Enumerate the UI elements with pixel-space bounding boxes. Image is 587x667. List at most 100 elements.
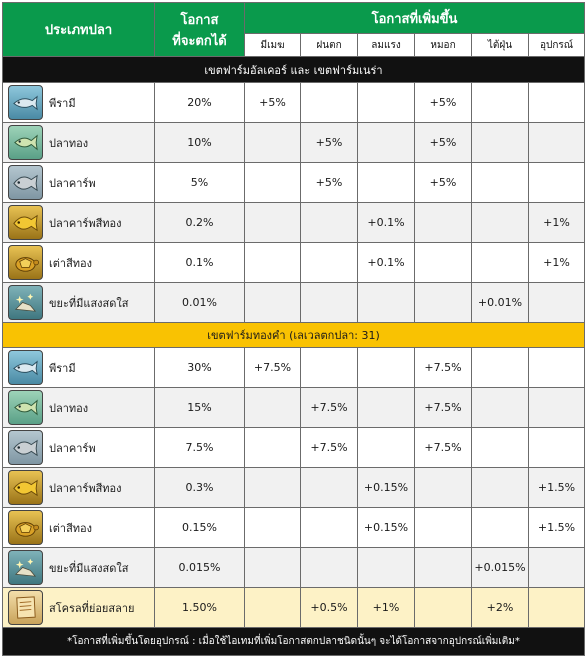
fish-name-cell: พีรามี xyxy=(2,347,155,388)
fish-name-cell: ปลาทอง xyxy=(2,387,155,428)
base-chance-cell: 0.2% xyxy=(154,202,245,243)
increase-cell-equipment xyxy=(527,427,586,468)
base-chance-cell: 10% xyxy=(154,122,245,163)
header-row: ประเภทปลา โอกาส ที่จะตกได้ โอกาสที่เพิ่ม… xyxy=(2,2,586,57)
chance-header: โอกาส ที่จะตกได้ xyxy=(154,2,245,57)
increase-cell-fog xyxy=(414,587,472,628)
increase-cell-rain xyxy=(300,202,358,243)
increase-cell-wind xyxy=(357,347,415,388)
increase-cell-rain xyxy=(300,347,358,388)
increase-cell-cloudy: +7.5% xyxy=(244,347,301,388)
sparkling-junk-icon xyxy=(8,285,43,320)
decayed-scroll-icon xyxy=(8,590,43,625)
fish-row: ปลาคาร์พสีทอง 0.2% +0.1% +1% xyxy=(2,202,586,243)
fish-row: เต่าสีทอง 0.1% +0.1% +1% xyxy=(2,242,586,283)
increase-cell-fog xyxy=(414,507,472,548)
base-chance-cell: 1.50% xyxy=(154,587,245,628)
weather-header-rain: ฝนตก xyxy=(300,33,358,57)
goldfish-icon xyxy=(8,125,43,160)
increase-cell-fog xyxy=(414,202,472,243)
golden-carp-icon xyxy=(8,205,43,240)
increase-cell-wind xyxy=(357,547,415,588)
base-chance-cell: 0.1% xyxy=(154,242,245,283)
section-title: เขตฟาร์มอัลเคอร์ และ เขตฟาร์มเนร่า xyxy=(1,56,586,83)
increase-cell-typhoon: +2% xyxy=(471,587,529,628)
base-chance-cell: 0.015% xyxy=(154,547,245,588)
fish-name: ขยะที่มีแสงสดใส xyxy=(49,561,129,575)
fish-name: เต่าสีทอง xyxy=(49,256,93,270)
increase-cell-cloudy: +5% xyxy=(244,82,301,123)
increase-cell-equipment xyxy=(527,122,586,163)
increase-cell-cloudy xyxy=(244,202,301,243)
golden-turtle-icon xyxy=(8,510,43,545)
fish-name: ปลาคาร์พ xyxy=(49,441,96,455)
fish-name-cell: ปลาทอง xyxy=(2,122,155,163)
increase-cell-typhoon xyxy=(471,467,529,508)
weather-header-fog: หมอก xyxy=(414,33,472,57)
increase-cell-cloudy xyxy=(244,282,301,323)
increase-cell-equipment xyxy=(527,82,586,123)
fish-row: ปลาทอง 15% +7.5% +7.5% xyxy=(2,387,586,428)
fish-row: ปลาทอง 10% +5% +5% xyxy=(2,122,586,163)
golden-carp-icon xyxy=(8,470,43,505)
increase-cell-typhoon: +0.01% xyxy=(471,282,529,323)
fish-name-cell: สโครลที่ย่อยสลาย xyxy=(2,587,155,628)
increase-cell-equipment: +1% xyxy=(527,242,586,283)
increase-cell-fog: +7.5% xyxy=(414,347,472,388)
increase-cell-cloudy xyxy=(244,467,301,508)
section-header-row: เขตฟาร์มอัลเคอร์ และ เขตฟาร์มเนร่า xyxy=(1,56,586,83)
increase-cell-rain xyxy=(300,547,358,588)
increase-cell-fog xyxy=(414,547,472,588)
increase-cell-fog: +7.5% xyxy=(414,427,472,468)
chance-header-line2: ที่จะตกได้ xyxy=(172,33,227,49)
footer-row: *โอกาสที่เพิ่มขึ้นโดยอุปกรณ์ : เมื่อใช้ไ… xyxy=(1,627,586,656)
sardine-icon xyxy=(8,85,43,120)
increase-cell-equipment xyxy=(527,282,586,323)
increase-cell-typhoon xyxy=(471,347,529,388)
increase-cell-fog: +5% xyxy=(414,82,472,123)
fish-name: ปลาทอง xyxy=(49,136,89,150)
increase-cell-fog: +5% xyxy=(414,122,472,163)
carp-icon xyxy=(8,430,43,465)
increase-cell-cloudy xyxy=(244,122,301,163)
fish-row: เต่าสีทอง 0.15% +0.15% +1.5% xyxy=(2,507,586,548)
fish-name: เต่าสีทอง xyxy=(49,521,93,535)
increase-cell-cloudy xyxy=(244,427,301,468)
fish-name: ปลาคาร์พสีทอง xyxy=(49,216,122,230)
golden-turtle-icon xyxy=(8,245,43,280)
fish-row: ปลาคาร์พสีทอง 0.3% +0.15% +1.5% xyxy=(2,467,586,508)
increase-cell-rain: +0.5% xyxy=(300,587,358,628)
fish-name: สโครลที่ย่อยสลาย xyxy=(49,601,135,615)
section-header-row: เขตฟาร์มทองคำ (เลเวลตกปลา: 31) xyxy=(1,322,586,348)
increase-cell-typhoon xyxy=(471,122,529,163)
fish-name: ปลาคาร์พ xyxy=(49,176,96,190)
increase-cell-cloudy xyxy=(244,242,301,283)
base-chance-cell: 0.15% xyxy=(154,507,245,548)
fish-type-header: ประเภทปลา xyxy=(2,2,155,57)
fish-row: ปลาคาร์พ 7.5% +7.5% +7.5% xyxy=(2,427,586,468)
fish-name-cell: ปลาคาร์พ xyxy=(2,427,155,468)
increase-cell-typhoon xyxy=(471,82,529,123)
fish-name-cell: ขยะที่มีแสงสดใส xyxy=(2,282,155,323)
increase-cell-equipment: +1.5% xyxy=(527,507,586,548)
weather-header-wind: ลมแรง xyxy=(357,33,415,57)
weather-header-cloudy: มีเมฆ xyxy=(244,33,301,57)
increase-cell-cloudy xyxy=(244,162,301,203)
increase-cell-typhoon xyxy=(471,387,529,428)
increase-cell-wind xyxy=(357,162,415,203)
increase-cell-fog xyxy=(414,282,472,323)
increase-cell-wind xyxy=(357,122,415,163)
increase-cell-wind: +0.1% xyxy=(357,202,415,243)
increase-cell-fog: +7.5% xyxy=(414,387,472,428)
fishing-chance-table: ประเภทปลา โอกาส ที่จะตกได้ โอกาสที่เพิ่ม… xyxy=(1,2,586,656)
increase-cell-wind xyxy=(357,82,415,123)
chance-header-line1: โอกาส xyxy=(180,12,219,28)
increase-cell-cloudy xyxy=(244,387,301,428)
increase-cell-rain: +5% xyxy=(300,162,358,203)
increase-cell-rain xyxy=(300,507,358,548)
increase-cell-equipment xyxy=(527,347,586,388)
increase-cell-fog: +5% xyxy=(414,162,472,203)
goldfish-icon xyxy=(8,390,43,425)
increase-cell-equipment xyxy=(527,162,586,203)
increase-cell-wind: +0.15% xyxy=(357,467,415,508)
